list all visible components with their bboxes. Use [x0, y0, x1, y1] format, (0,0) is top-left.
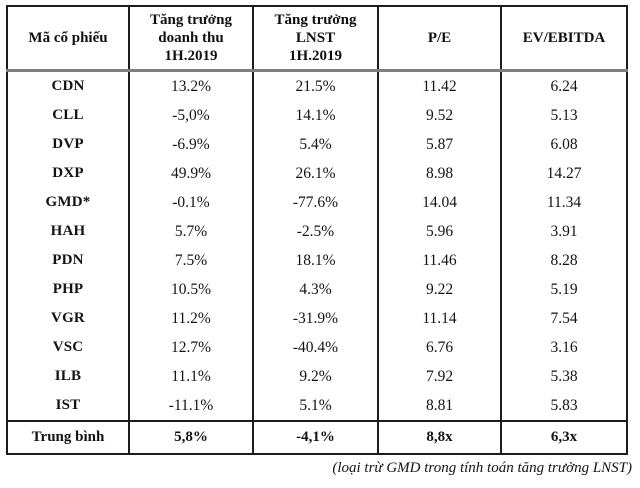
stock-code-cell: ILB — [6, 362, 130, 391]
table-row: PHP 10.5% 4.3% 9.22 5.19 — [6, 275, 628, 304]
table-row: ILB 11.1% 9.2% 7.92 5.38 — [6, 362, 628, 391]
ev-ebitda-cell: 5.38 — [500, 362, 628, 391]
pe-cell: 6.76 — [377, 333, 502, 362]
table-row: DVP -6.9% 5.4% 5.87 6.08 — [6, 130, 628, 159]
profit-growth-cell: 14.1% — [252, 101, 379, 130]
revenue-growth-cell: 49.9% — [128, 159, 254, 188]
stock-code-cell: DXP — [6, 159, 130, 188]
ev-ebitda-cell: 6.08 — [500, 130, 628, 159]
table-row: HAH 5.7% -2.5% 5.96 3.91 — [6, 217, 628, 246]
stock-code-cell: PHP — [6, 275, 130, 304]
revenue-growth-cell: 11.1% — [128, 362, 254, 391]
summary-profit-growth: -4,1% — [252, 420, 379, 454]
ev-ebitda-cell: 7.54 — [500, 304, 628, 333]
ev-ebitda-cell: 14.27 — [500, 159, 628, 188]
stock-code-cell: GMD* — [6, 188, 130, 217]
table-row: IST -11.1% 5.1% 8.81 5.83 — [6, 391, 628, 421]
header-ev-ebitda: EV/EBITDA — [500, 6, 628, 72]
revenue-growth-cell: -0.1% — [128, 188, 254, 217]
ev-ebitda-cell: 5.19 — [500, 275, 628, 304]
revenue-growth-cell: 10.5% — [128, 275, 254, 304]
ev-ebitda-cell: 5.13 — [500, 101, 628, 130]
stock-code-cell: IST — [6, 391, 130, 421]
ev-ebitda-cell: 6.24 — [500, 70, 628, 101]
profit-growth-cell: 9.2% — [252, 362, 379, 391]
ev-ebitda-cell: 8.28 — [500, 246, 628, 275]
revenue-growth-cell: 11.2% — [128, 304, 254, 333]
table-row: VGR 11.2% -31.9% 11.14 7.54 — [6, 304, 628, 333]
summary-row: Trung bình 5,8% -4,1% 8,8x 6,3x — [6, 420, 628, 454]
pe-cell: 14.04 — [377, 188, 502, 217]
pe-cell: 9.22 — [377, 275, 502, 304]
profit-growth-cell: 5.1% — [252, 391, 379, 421]
header-revenue-growth: Tăng trưởng doanh thu 1H.2019 — [128, 6, 254, 72]
table-row: DXP 49.9% 26.1% 8.98 14.27 — [6, 159, 628, 188]
profit-growth-cell: 4.3% — [252, 275, 379, 304]
table-row: PDN 7.5% 18.1% 11.46 8.28 — [6, 246, 628, 275]
profit-growth-cell: -31.9% — [252, 304, 379, 333]
ev-ebitda-cell: 3.16 — [500, 333, 628, 362]
pe-cell: 8.98 — [377, 159, 502, 188]
table-header-row: Mã cổ phiếu Tăng trưởng doanh thu 1H.201… — [6, 6, 628, 72]
revenue-growth-cell: 5.7% — [128, 217, 254, 246]
ev-ebitda-cell: 5.83 — [500, 391, 628, 421]
profit-growth-cell: 18.1% — [252, 246, 379, 275]
stock-code-cell: VGR — [6, 304, 130, 333]
table-footnote: (loại trừ GMD trong tính toán tăng trưởn… — [332, 460, 632, 476]
stock-code-cell: CLL — [6, 101, 130, 130]
summary-pe: 8,8x — [377, 420, 502, 454]
revenue-growth-cell: -11.1% — [128, 391, 254, 421]
revenue-growth-cell: 7.5% — [128, 246, 254, 275]
pe-cell: 8.81 — [377, 391, 502, 421]
profit-growth-cell: 5.4% — [252, 130, 379, 159]
pe-cell: 7.92 — [377, 362, 502, 391]
profit-growth-cell: 21.5% — [252, 70, 379, 101]
table-row: CDN 13.2% 21.5% 11.42 6.24 — [6, 70, 628, 101]
revenue-growth-cell: -6.9% — [128, 130, 254, 159]
profit-growth-cell: -77.6% — [252, 188, 379, 217]
stock-code-cell: VSC — [6, 333, 130, 362]
stock-code-cell: CDN — [6, 70, 130, 101]
profit-growth-cell: -40.4% — [252, 333, 379, 362]
table-row: GMD* -0.1% -77.6% 14.04 11.34 — [6, 188, 628, 217]
stock-valuation-table: Mã cổ phiếu Tăng trưởng doanh thu 1H.201… — [6, 5, 628, 455]
stock-code-cell: DVP — [6, 130, 130, 159]
pe-cell: 11.42 — [377, 70, 502, 101]
pe-cell: 9.52 — [377, 101, 502, 130]
revenue-growth-cell: 13.2% — [128, 70, 254, 101]
table-row: VSC 12.7% -40.4% 6.76 3.16 — [6, 333, 628, 362]
ev-ebitda-cell: 11.34 — [500, 188, 628, 217]
revenue-growth-cell: -5,0% — [128, 101, 254, 130]
pe-cell: 5.87 — [377, 130, 502, 159]
stock-code-cell: HAH — [6, 217, 130, 246]
revenue-growth-cell: 12.7% — [128, 333, 254, 362]
ev-ebitda-cell: 3.91 — [500, 217, 628, 246]
profit-growth-cell: 26.1% — [252, 159, 379, 188]
pe-cell: 5.96 — [377, 217, 502, 246]
header-pe: P/E — [377, 6, 502, 72]
stock-code-cell: PDN — [6, 246, 130, 275]
header-profit-growth: Tăng trưởng LNST 1H.2019 — [252, 6, 379, 72]
summary-ev-ebitda: 6,3x — [500, 420, 628, 454]
profit-growth-cell: -2.5% — [252, 217, 379, 246]
summary-revenue-growth: 5,8% — [128, 420, 254, 454]
table-row: CLL -5,0% 14.1% 9.52 5.13 — [6, 101, 628, 130]
pe-cell: 11.46 — [377, 246, 502, 275]
header-stock-code: Mã cổ phiếu — [6, 6, 130, 72]
summary-label: Trung bình — [6, 420, 130, 454]
pe-cell: 11.14 — [377, 304, 502, 333]
